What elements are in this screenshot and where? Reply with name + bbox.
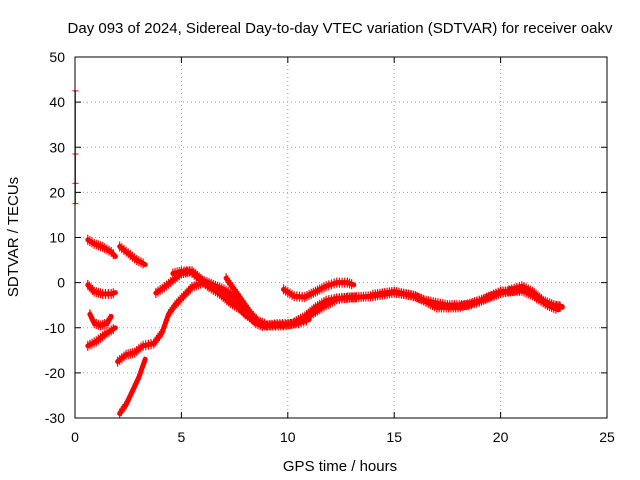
chart-title: Day 093 of 2024, Sidereal Day-to-day VTE… bbox=[68, 20, 613, 37]
y-tick-labels: -30 -20 -10 0 10 20 30 40 50 bbox=[45, 49, 65, 426]
y-tick-label: 50 bbox=[49, 49, 65, 65]
y-tick-label: 20 bbox=[49, 184, 65, 200]
series-line bbox=[281, 280, 357, 300]
series-track-14 bbox=[506, 281, 565, 312]
series-track-1 bbox=[85, 234, 118, 260]
series-track-2 bbox=[117, 241, 148, 269]
y-tick-label: -30 bbox=[45, 410, 65, 426]
y-tick-label: -20 bbox=[45, 365, 65, 381]
x-tick-labels: 0 5 10 15 20 25 bbox=[71, 429, 615, 445]
series-track-9 bbox=[170, 266, 267, 331]
x-tick-label: 10 bbox=[280, 429, 296, 445]
series-track-10 bbox=[223, 273, 269, 329]
x-tick-label: 20 bbox=[493, 429, 509, 445]
y-tick-label: 0 bbox=[57, 275, 65, 291]
grid-lines bbox=[75, 57, 607, 418]
series-track-3 bbox=[85, 279, 118, 299]
y-tick-label: 10 bbox=[49, 230, 65, 246]
axis-ticks bbox=[74, 56, 608, 419]
series-track-11 bbox=[281, 277, 357, 303]
y-axis-label: SDTVAR / TECUs bbox=[5, 177, 22, 297]
y-tick-label: -10 bbox=[45, 320, 65, 336]
x-tick-label: 25 bbox=[599, 429, 615, 445]
y-tick-label: 40 bbox=[49, 94, 65, 110]
x-tick-label: 0 bbox=[71, 429, 79, 445]
x-tick-label: 5 bbox=[178, 429, 186, 445]
data-series bbox=[85, 234, 565, 419]
x-tick-label: 15 bbox=[386, 429, 402, 445]
series-track-7 bbox=[117, 356, 148, 419]
x-axis-label: GPS time / hours bbox=[283, 458, 397, 475]
series-track-5 bbox=[85, 324, 118, 351]
series-track-4 bbox=[87, 309, 114, 331]
y-tick-label: 30 bbox=[49, 139, 65, 155]
